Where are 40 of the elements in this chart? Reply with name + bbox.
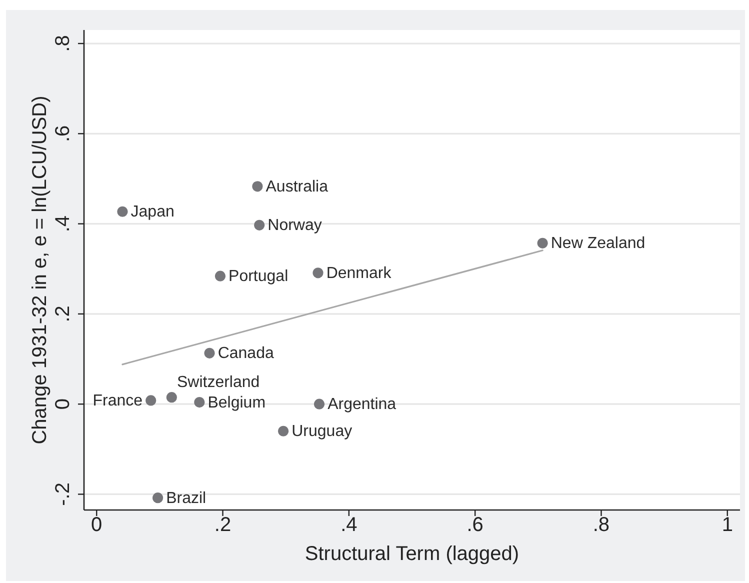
x-tick-label: .4 xyxy=(340,514,358,536)
data-label: Brazil xyxy=(166,489,206,506)
point xyxy=(254,220,265,230)
y-tick-label: .6 xyxy=(52,125,74,142)
point xyxy=(146,395,156,406)
data-label: Argentina xyxy=(328,396,396,413)
x-tick-label: 1 xyxy=(722,514,733,536)
data-label: Canada xyxy=(218,344,274,362)
y-tick-label: .2 xyxy=(52,306,74,322)
point xyxy=(312,268,324,278)
point xyxy=(314,398,325,410)
point xyxy=(204,348,215,358)
y-tick-label: -.2 xyxy=(52,482,74,506)
y-axis-title: Change 1931-32 in e, e = ln(LCU/USD) xyxy=(29,96,51,444)
data-label: France xyxy=(92,392,143,409)
data-label: Norway xyxy=(268,216,322,234)
x-tick-label: .2 xyxy=(214,514,232,536)
y-tick-label: .8 xyxy=(52,35,74,52)
data-label: Switzerland xyxy=(176,373,260,390)
point xyxy=(152,492,164,504)
x-tick-label: .8 xyxy=(592,514,610,536)
data-label: Uruguay xyxy=(292,422,352,440)
point xyxy=(117,206,128,217)
data-label: New Zealand xyxy=(550,234,646,252)
x-tick-label: .6 xyxy=(466,514,484,536)
y-tick-label: 0 xyxy=(52,398,74,410)
point xyxy=(166,392,177,403)
data-label: Belgium xyxy=(208,394,266,411)
y-tick-label: .4 xyxy=(52,215,74,232)
data-label: Portugal xyxy=(228,268,288,285)
point xyxy=(278,426,289,436)
data-label: Denmark xyxy=(326,264,392,282)
data-label: Japan xyxy=(130,203,174,220)
data-label: Australia xyxy=(266,178,328,195)
x-tick-label: 0 xyxy=(91,514,102,536)
point xyxy=(537,238,548,248)
point xyxy=(194,396,205,408)
x-axis-title: Structural Term (lagged) xyxy=(304,543,520,565)
point xyxy=(252,181,263,192)
point xyxy=(214,270,226,282)
